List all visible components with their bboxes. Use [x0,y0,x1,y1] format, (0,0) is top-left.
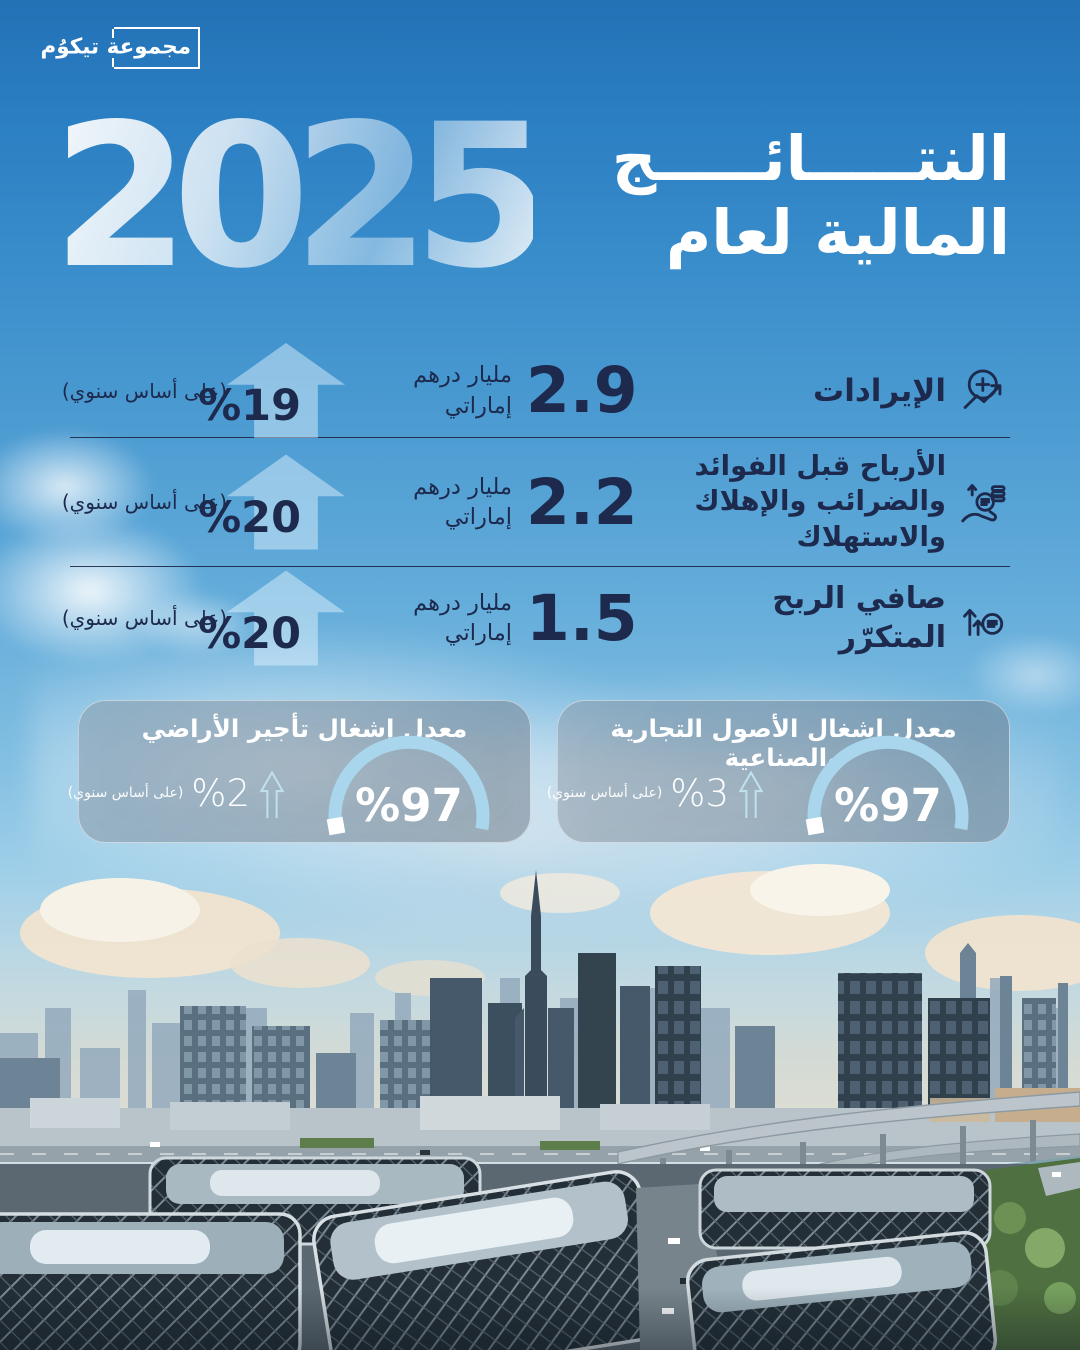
up-arrow-outline-icon [738,770,764,818]
financial-metrics: الإيرادات 2.9 مليار درهم إماراتي %19 (عل… [62,343,1010,669]
metric-label: صافي الربح المتكرّر [772,581,946,655]
change-percent: %19 [198,381,301,431]
occupancy-cards: معدل إشغال الأصول التجارية والصناعية %97… [68,700,1010,843]
change-percent: %20 [198,492,301,543]
metric-change: %20 (على أساس سنوي) [60,570,345,666]
title-line2: المالية لعام [665,196,1010,270]
gauge-change: %3 (على أساس سنوي) [547,766,765,820]
yoy-note: (على أساس سنوي) [67,785,184,801]
metric-change: %19 (على أساس سنوي) [60,343,345,438]
metric-value: 2.9 [526,354,638,427]
hand-coins-icon [958,476,1010,528]
recurring-profit-icon [958,592,1010,644]
gauge-value: %97 [355,779,463,832]
page-title: النتـــــائـــــج المالية لعام [612,122,1010,271]
metric-label: الأرباح قبل الفوائد والضرائب والإهلاك وا… [694,450,946,553]
tecom-group-logo: مجموعة تيكوُم [41,27,200,69]
yoy-note: (على أساس سنوي) [61,490,227,514]
logo-text: مجموعة تيكوُم [40,34,191,60]
metric-unit: مليار درهم إماراتي [413,589,512,646]
metric-row-ebitda: الأرباح قبل الفوائد والضرائب والإهلاك وا… [62,438,1010,567]
metric-row-net-profit: صافي الربح المتكرّر 1.5 مليار درهم إمارا… [62,567,1010,669]
up-arrow-outline-icon [259,770,285,818]
yoy-note: (على أساس سنوي) [546,785,663,801]
up-arrow-icon: %20 [198,454,345,550]
dubai-skyline-photo [0,858,1080,1350]
year-2025: 2025 [52,81,551,312]
gauge-change-percent: %2 [191,771,250,815]
burj-khalifa [525,870,547,1126]
up-arrow-icon: %19 [198,343,345,438]
yoy-note: (على أساس سنوي) [61,378,227,403]
building-back-left [148,1156,482,1246]
gauge-value: %97 [834,779,942,832]
gauge-change-percent: %3 [670,771,729,815]
change-percent: %20 [198,608,301,659]
metric-value: 1.5 [526,581,638,655]
occupancy-gauge: %97 [793,735,983,836]
occupancy-gauge: %97 [314,735,504,836]
metric-row-revenue: الإيرادات 2.9 مليار درهم إماراتي %19 (عل… [62,343,1010,438]
gauge-change: %2 (على أساس سنوي) [68,766,286,820]
title-line1: النتـــــائـــــج [611,122,1010,195]
revenue-growth-icon [958,365,1010,417]
up-arrow-icon: %20 [198,570,345,666]
metric-change: %20 (على أساس سنوي) [60,454,345,550]
metric-unit: مليار درهم إماراتي [413,473,512,530]
metric-label: الإيرادات [813,372,946,409]
card-commercial-industrial-occupancy: معدل إشغال الأصول التجارية والصناعية %97… [547,700,1010,843]
metric-value: 2.2 [526,465,638,539]
yoy-note: (على أساس سنوي) [61,606,227,630]
photo-clouds [20,864,1080,996]
metric-unit: مليار درهم إماراتي [413,362,512,419]
card-land-leasing-occupancy: معدل إشغال تأجير الأراضي %97 %2 (على أسا… [68,700,531,843]
